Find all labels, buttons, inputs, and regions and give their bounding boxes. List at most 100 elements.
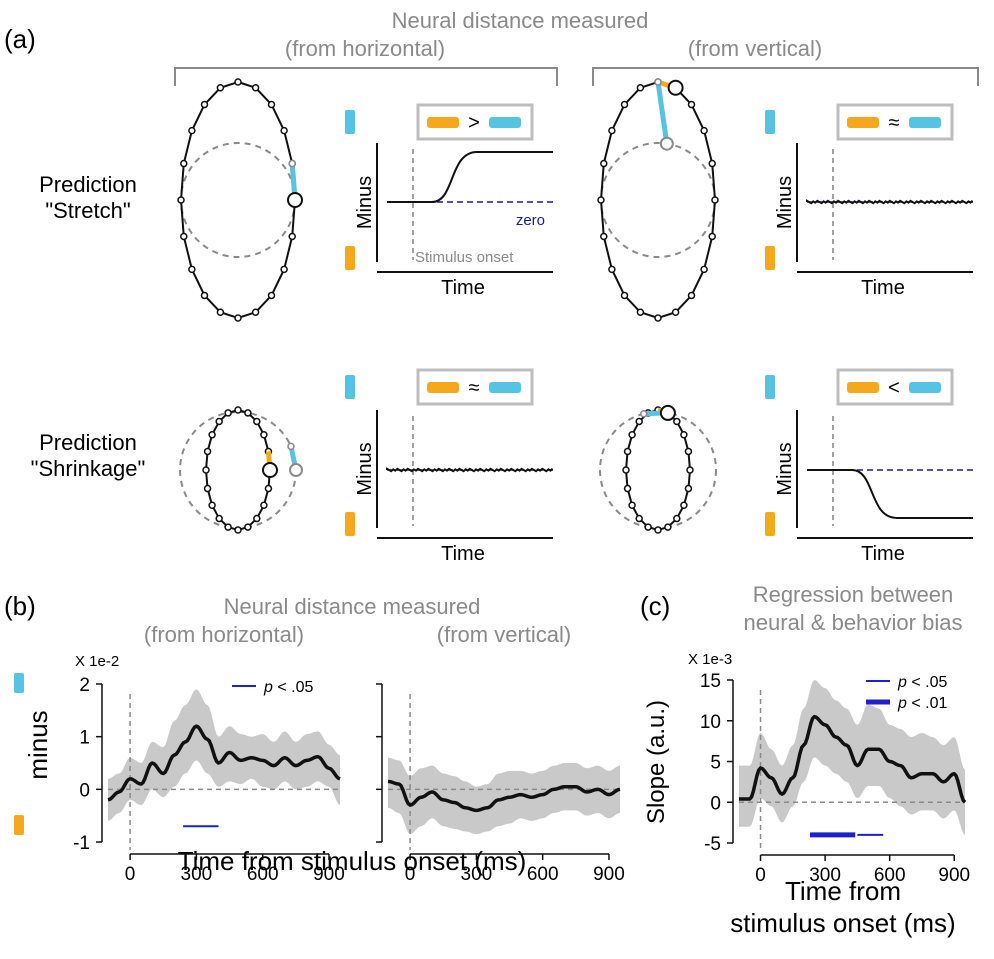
stretch-vertical-legend-cyan [909, 117, 941, 128]
bracket-right [592, 67, 979, 86]
stretch-horizontal-ellipse-node [234, 314, 242, 322]
shrink-vertical-reference-circle [599, 411, 717, 529]
stretch-horizontal-cyan-swatch [345, 110, 355, 134]
shrink-horizontal-ellipse-node [260, 430, 268, 439]
stretch-vertical-ellipse-node [600, 159, 608, 168]
b-horizontal-mean-line [107, 724, 341, 802]
c-slope-x-tick-label: 600 [874, 865, 906, 886]
shrink-horizontal-small-gray-node [287, 442, 295, 451]
shrink-horizontal-ellipse-node [234, 406, 242, 414]
stretch-vertical-ellipse-node [608, 265, 616, 274]
stretch-horizontal-ellipse-node [216, 308, 225, 316]
stretch-vertical-ellipse-node [620, 100, 629, 109]
shrink-vertical-ellipse-node [635, 514, 643, 523]
c-slope-y-tick-label: 5 [710, 753, 721, 774]
stretch-horizontal-ellipse-node [188, 265, 196, 274]
panel-c-header-line1: Regression between [753, 582, 954, 607]
shrink-horizontal-predicted-response [386, 467, 554, 473]
shrink-horizontal-neural-ellipse [204, 408, 272, 532]
shrink-vertical-ellipse-node [664, 523, 672, 531]
shrink-vertical-ellipse-node [623, 447, 632, 456]
stretch-horizontal-ellipse-node [280, 126, 288, 135]
shrink-horizontal-legend-symbol: ≈ [469, 377, 480, 399]
shrink-vertical-ylabel: Minus [774, 442, 796, 495]
stretch-horizontal-ellipse-node [234, 78, 242, 86]
stretch-vertical-legend-orange [847, 117, 879, 128]
shrink-vertical-ellipse-node [628, 430, 636, 439]
shrink-horizontal-ellipse-node [264, 484, 273, 493]
c-slope-y-tick-label: 15 [700, 671, 721, 692]
shrink-horizontal-ellipse-node [253, 417, 261, 426]
stretch-horizontal-ellipse-node [267, 291, 276, 300]
shrink-vertical-schematic [599, 404, 717, 534]
panel-b-header: Neural distance measured [224, 594, 481, 619]
panel-c-ylabel: Slope (a.u.) [643, 700, 670, 824]
row2-title-line1: Prediction [39, 430, 137, 455]
shrink-horizontal-orange-swatch [345, 512, 355, 536]
stretch-vertical-ellipse-node [700, 126, 708, 135]
stretch-vertical-ellipse-node [687, 100, 696, 109]
panel-b-left-subheader: (from horizontal) [144, 622, 304, 647]
b-vertical-x-tick-label: 900 [593, 864, 625, 885]
panel-c-header-line2: neural & behavior bias [744, 610, 963, 635]
b-vertical-x-tick-label: 600 [527, 864, 559, 885]
panel-a-left-subheader: (from horizontal) [285, 36, 445, 61]
panel-c-xlabel-line1: Time from [785, 876, 901, 906]
stretch-horizontal-ylabel: Minus [354, 176, 376, 229]
shrink-horizontal-ellipse-node [253, 514, 261, 523]
stretch-horizontal-ellipse-node [188, 126, 196, 135]
c-slope-x-tick-label: 0 [755, 865, 766, 886]
stretch-vertical-gray-marker [659, 136, 674, 151]
stretch-vertical-ellipse-node [711, 196, 719, 204]
stretch-vertical-ellipse-node [687, 291, 696, 300]
stretch-vertical-orange-swatch [765, 246, 775, 270]
shrink-horizontal-legend-cyan [489, 382, 521, 393]
shrink-horizontal-ellipse-node [202, 466, 210, 474]
b-vertical-x-tick-label: 300 [461, 864, 493, 885]
c-slope-y-tick-label: 10 [700, 712, 721, 733]
stretch-horizontal-ellipse-node [251, 308, 260, 316]
b-horizontal-y-tick-label: 0 [79, 780, 90, 801]
stretch-vertical-schematic [597, 78, 719, 322]
b-horizontal-x-tick-label: 0 [125, 864, 136, 885]
stretch-horizontal-ellipse-node [180, 159, 188, 168]
shrink-vertical-ellipse-node [635, 417, 643, 426]
panel-b-scale-note: X 1e-2 [75, 653, 119, 670]
shrink-horizontal-ylabel: Minus [354, 442, 376, 495]
shrink-horizontal-ellipse-node [234, 526, 242, 534]
shrink-horizontal-legend-orange [427, 382, 459, 393]
stretch-vertical-ellipse-node [636, 308, 645, 316]
chart-c-regression-slope: 0 300 600 900 -5 0 5 10 15 [700, 671, 970, 886]
stretch-horizontal-ellipse-node [216, 84, 225, 92]
panel-c-xlabel-line2: stimulus onset (ms) [730, 908, 955, 938]
shrink-vertical-prediction-plot: < Minus Time [765, 368, 973, 565]
shrink-vertical-neural-ellipse [624, 408, 692, 532]
b-horizontal-y-tick-label: -1 [73, 833, 90, 854]
stretch-vertical-ellipse-node [600, 232, 608, 241]
shrink-horizontal-ellipse-node [244, 523, 252, 531]
panel-b-xlabel: Time from stimulus onset (ms) [178, 846, 527, 876]
shrink-horizontal-ellipse-node [224, 523, 232, 531]
panel-c-scale-note: X 1e-3 [688, 651, 732, 668]
c-slope-y-tick-label: 0 [710, 793, 721, 814]
stretch-vertical-ellipse-node [708, 159, 716, 168]
stretch-vertical-xlabel: Time [861, 277, 905, 299]
stretch-horizontal-ellipse-node [200, 100, 209, 109]
shrink-vertical-ellipse-node [673, 514, 681, 523]
stretch-vertical-highlight-node [667, 79, 684, 96]
stretch-horizontal-reference-circle [180, 142, 296, 258]
stretch-horizontal-predicted-response [387, 151, 553, 203]
stretch-vertical-ellipse-node [654, 314, 662, 322]
shrink-horizontal-xlabel: Time [441, 543, 485, 565]
stretch-vertical-legend-symbol: ≈ [889, 112, 900, 134]
panel-c-legend-text-01: p < .01 [897, 695, 947, 712]
stretch-horizontal-small-gray-node [288, 159, 296, 168]
shrink-vertical-predicted-response [807, 469, 973, 519]
shrink-vertical-ellipse-node [684, 447, 693, 456]
panel-b-ylabel: minus [23, 710, 53, 779]
b-horizontal-x-tick-label: 600 [247, 864, 279, 885]
shrink-horizontal-prediction-plot: ≈ Minus Time [345, 368, 554, 565]
stretch-horizontal-legend-cyan [489, 117, 521, 128]
stretch-vertical-small-gray-node [654, 78, 662, 86]
shrink-vertical-orange-swatch [765, 512, 775, 536]
